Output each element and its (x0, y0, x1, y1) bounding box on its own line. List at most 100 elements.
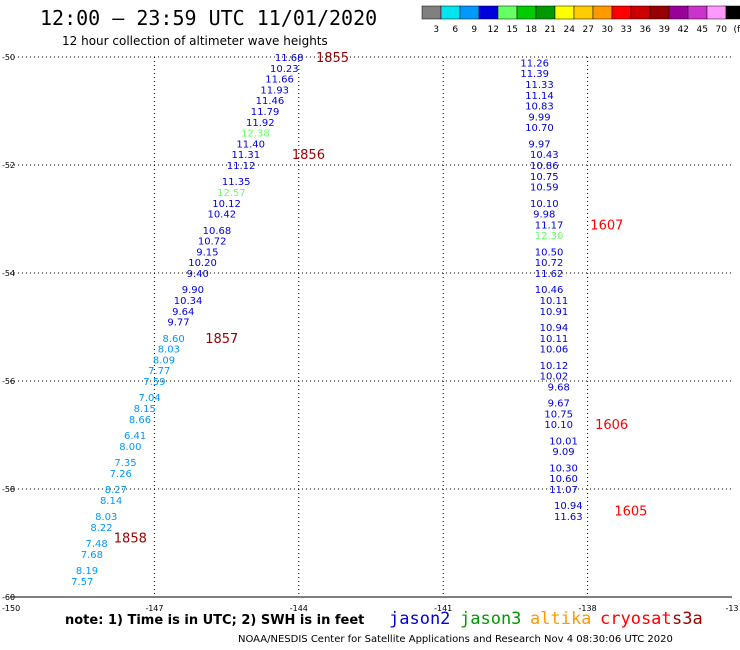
y-tick-label: -58 (2, 485, 15, 494)
colorbar-label: 70 (716, 25, 728, 35)
swh-point-label: 8.00 (119, 442, 141, 453)
swh-point-label: 11.17 (535, 220, 564, 231)
footer-credit: NOAA/NESDIS Center for Satellite Applica… (238, 634, 673, 645)
colorbar-swatch (573, 5, 594, 20)
swh-point-label: 9.15 (196, 247, 218, 258)
swh-point-label: 7.35 (114, 458, 136, 469)
swh-point-label: 9.97 (528, 139, 550, 150)
swh-point-label: 12.57 (217, 188, 246, 199)
colorbar-label: 6 (452, 25, 458, 35)
x-tick-label: -141 (434, 604, 452, 613)
legend-jason3: jason3 (460, 609, 522, 629)
colorbar-swatch (592, 5, 613, 20)
swh-point-label: 7.04 (138, 393, 160, 404)
legend-jason2: jason2 (389, 609, 451, 629)
swh-point-label: 9.90 (182, 285, 204, 296)
footer-note: note: 1) Time is in UTC; 2) SWH is in fe… (65, 613, 365, 628)
swh-point-label: 9.77 (167, 318, 189, 329)
swh-point-label: 10.12 (212, 199, 241, 210)
colorbar-label: 27 (583, 25, 594, 35)
swh-point-label: 7.68 (81, 550, 103, 561)
swh-point-label: 8.15 (134, 404, 156, 415)
y-tick-label: -54 (2, 269, 15, 278)
swh-point-label: 11.68 (275, 53, 304, 64)
swh-point-label: 11.07 (549, 485, 578, 496)
swh-point-label: 10.10 (530, 199, 559, 210)
swh-point-label: 8.22 (90, 523, 112, 534)
swh-point-label: 10.20 (188, 258, 217, 269)
colorbar-label: 12 (488, 25, 499, 35)
swh-point-label: 9.98 (533, 210, 555, 221)
swh-point-label: 10.72 (535, 258, 564, 269)
colorbar-swatch (668, 5, 689, 20)
colorbar-label: 3 (433, 25, 439, 35)
swh-point-label: 10.68 (203, 226, 232, 237)
swh-point-label: 11.33 (525, 80, 554, 91)
swh-point-label: 10.60 (549, 474, 578, 485)
colorbar-label: 24 (564, 25, 576, 35)
swh-point-label: 10.23 (270, 64, 299, 75)
swh-point-label: 9.68 (548, 382, 570, 393)
swh-point-label: 7.26 (110, 469, 132, 480)
pass-time-label: 1606 (595, 418, 628, 433)
x-tick-label: -147 (145, 604, 163, 613)
swh-point-label: 11.79 (251, 107, 280, 118)
pass-time-label: 1607 (590, 218, 623, 233)
swh-point-label: 10.42 (207, 210, 236, 221)
swh-point-label: 11.93 (260, 85, 289, 96)
swh-point-label: 11.62 (535, 269, 564, 280)
swh-point-label: 8.27 (105, 485, 127, 496)
y-tick-label: -56 (2, 377, 15, 386)
colorbar-label: 30 (602, 25, 614, 35)
swh-point-label: 11.46 (256, 96, 285, 107)
pass-time-label: 1855 (316, 51, 349, 66)
swh-point-label: 10.94 (540, 323, 569, 334)
swh-point-label: 10.86 (530, 161, 559, 172)
colorbar-swatch (516, 5, 537, 20)
colorbar-label: 9 (471, 25, 477, 35)
swh-point-label: 8.60 (163, 334, 185, 345)
swh-point-label: 7.48 (86, 539, 108, 550)
legend-cryosat: cryosat (600, 609, 672, 629)
swh-point-label: 10.46 (535, 285, 564, 296)
pass-time-label: 1857 (205, 332, 238, 347)
swh-point-label: 8.03 (95, 512, 117, 523)
swh-point-label: 8.19 (76, 566, 98, 577)
x-tick-label: -13 (725, 604, 738, 613)
swh-point-label: 10.43 (530, 150, 559, 161)
swh-point-label: 11.92 (246, 118, 275, 129)
swh-point-label: 10.30 (549, 463, 578, 474)
y-tick-label: -52 (2, 161, 15, 170)
swh-point-label: 11.63 (554, 512, 583, 523)
pass-time-label: 1858 (114, 532, 147, 547)
colorbar-swatch (478, 5, 499, 20)
y-tick-label: -60 (2, 593, 15, 602)
swh-point-label: 7.59 (143, 377, 165, 388)
colorbar-swatch (706, 5, 727, 20)
swh-point-label: 10.91 (540, 307, 569, 318)
colorbar-label: 36 (640, 25, 652, 35)
swh-point-label: 7.57 (71, 577, 93, 588)
x-tick-label: -144 (290, 604, 308, 613)
swh-point-label: 10.34 (174, 296, 203, 307)
swh-point-label: 8.09 (153, 355, 175, 366)
swh-point-label: 8.14 (100, 496, 122, 507)
swh-point-label: 11.12 (227, 161, 256, 172)
swh-point-label: 8.03 (158, 345, 180, 356)
swh-point-label: 11.35 (222, 177, 251, 188)
swh-point-label: 10.70 (525, 123, 554, 134)
colorbar-swatch (554, 5, 575, 20)
swh-point-label: 9.40 (187, 269, 209, 280)
swh-point-label: 6.41 (124, 431, 146, 442)
swh-point-label: 10.75 (544, 409, 573, 420)
swh-point-label: 11.31 (232, 150, 261, 161)
colorbar-swatch (630, 5, 651, 20)
x-tick-label: -150 (2, 604, 20, 613)
colorbar-label: 18 (526, 25, 538, 35)
swh-point-label: 10.01 (549, 436, 578, 447)
pass-time-label: 1856 (292, 148, 325, 163)
swh-point-label: 10.83 (525, 102, 554, 113)
legend-s3a: s3a (672, 609, 703, 629)
swh-point-label: 7.77 (148, 366, 170, 377)
